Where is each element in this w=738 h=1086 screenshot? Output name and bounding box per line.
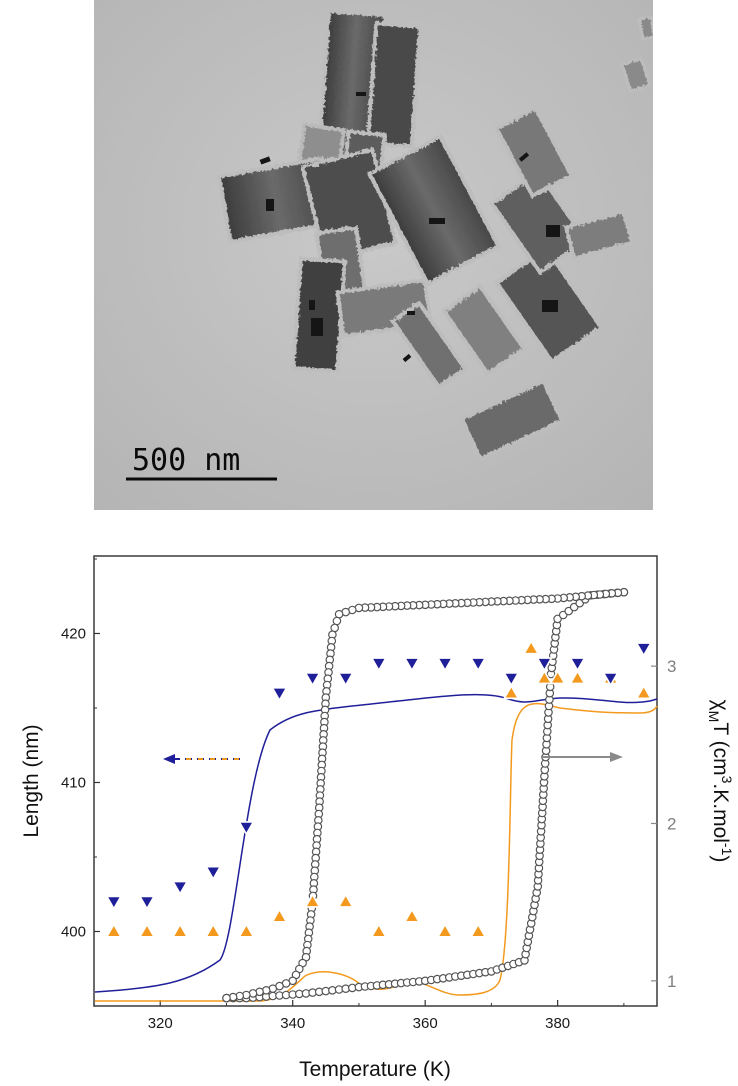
- orange-length-point: [502, 684, 520, 700]
- orange-length-point: [138, 922, 156, 938]
- blue-length-point: [436, 657, 454, 672]
- blue-length-point: [171, 880, 189, 896]
- orange-length-point: [403, 907, 421, 923]
- chi-mt-hysteresis-line: [226, 591, 624, 999]
- orange-length-point: [271, 907, 288, 923]
- orange-length-point: [536, 669, 553, 685]
- orange-length-point: [569, 669, 586, 685]
- blue-length-point: [271, 687, 288, 702]
- blue-length-point: [469, 657, 487, 672]
- left-axis-arrow-head: [163, 754, 175, 764]
- orange-length-point: [469, 922, 487, 938]
- y-right-tick-label: 3: [667, 657, 676, 676]
- chi-mt-point: [332, 616, 342, 626]
- orange-length-point: [237, 922, 255, 938]
- orange-length-point: [370, 922, 388, 938]
- blue-length-point: [370, 657, 388, 672]
- orange-length-point: [337, 893, 355, 908]
- blue-length-point: [569, 657, 586, 672]
- y-right-axis-label: χMT (cm3.K.mol-1): [706, 700, 735, 863]
- hysteresis-chart: 320 340 360 380 400 410 420 1 2 3 Temperature (…: [20, 555, 735, 1081]
- blue-length-point: [138, 895, 156, 911]
- x-tick-label: 320: [148, 1015, 173, 1032]
- blue-length-point: [105, 895, 123, 911]
- blue-length-point: [502, 672, 520, 687]
- blue-length-point: [602, 672, 620, 687]
- blue-length-point: [403, 657, 421, 672]
- blue-length-point: [204, 865, 222, 881]
- y-right-tick-label: 2: [667, 814, 676, 833]
- blue-length-point: [635, 642, 653, 657]
- y-right-tick-label: 1: [667, 972, 676, 991]
- orange-length-point: [522, 639, 540, 655]
- fit-curves: [94, 693, 658, 1002]
- y-right-axis-ticks: 1 2 3: [651, 657, 676, 991]
- blue-length-point: [337, 672, 355, 687]
- blue-length-point: [536, 657, 553, 672]
- y-left-tick-label: 420: [61, 625, 86, 642]
- orange-length-point: [171, 922, 189, 938]
- plot-frame: [93, 555, 658, 1007]
- tem-micrograph: 500 nm: [94, 0, 653, 510]
- nanorod-cluster: [216, 9, 653, 462]
- orange-length-point: [549, 669, 567, 685]
- x-tick-label: 380: [545, 1015, 570, 1032]
- right-axis-arrow-head: [610, 752, 623, 762]
- y-left-axis-ticks: 400 410 420: [61, 558, 100, 1007]
- orange-length-point: [635, 684, 653, 700]
- orange-length-point: [436, 922, 454, 938]
- y-left-tick-label: 400: [61, 923, 86, 940]
- y-left-tick-label: 410: [61, 774, 86, 791]
- dark-inclusions: [259, 92, 560, 363]
- blue-length-fit-curve: [94, 693, 658, 993]
- x-tick-label: 360: [413, 1015, 438, 1032]
- chi-mt-point: [222, 993, 231, 1003]
- x-axis-label: Temperature (K): [299, 1058, 451, 1081]
- data-markers: [105, 587, 653, 1003]
- orange-length-point: [204, 922, 222, 938]
- x-axis-ticks: 320 340 360 380: [93, 1000, 625, 1032]
- orange-length-point: [304, 893, 321, 908]
- blue-length-point: [237, 821, 255, 836]
- x-tick-label: 340: [280, 1015, 305, 1032]
- blue-length-point: [304, 672, 321, 687]
- orange-length-point: [105, 922, 123, 938]
- y-left-axis-label: Length (nm): [20, 724, 43, 837]
- axis-direction-arrows: [163, 752, 623, 764]
- orange-length-fit-curve: [95, 702, 658, 1002]
- scale-bar-label: 500 nm: [132, 443, 240, 478]
